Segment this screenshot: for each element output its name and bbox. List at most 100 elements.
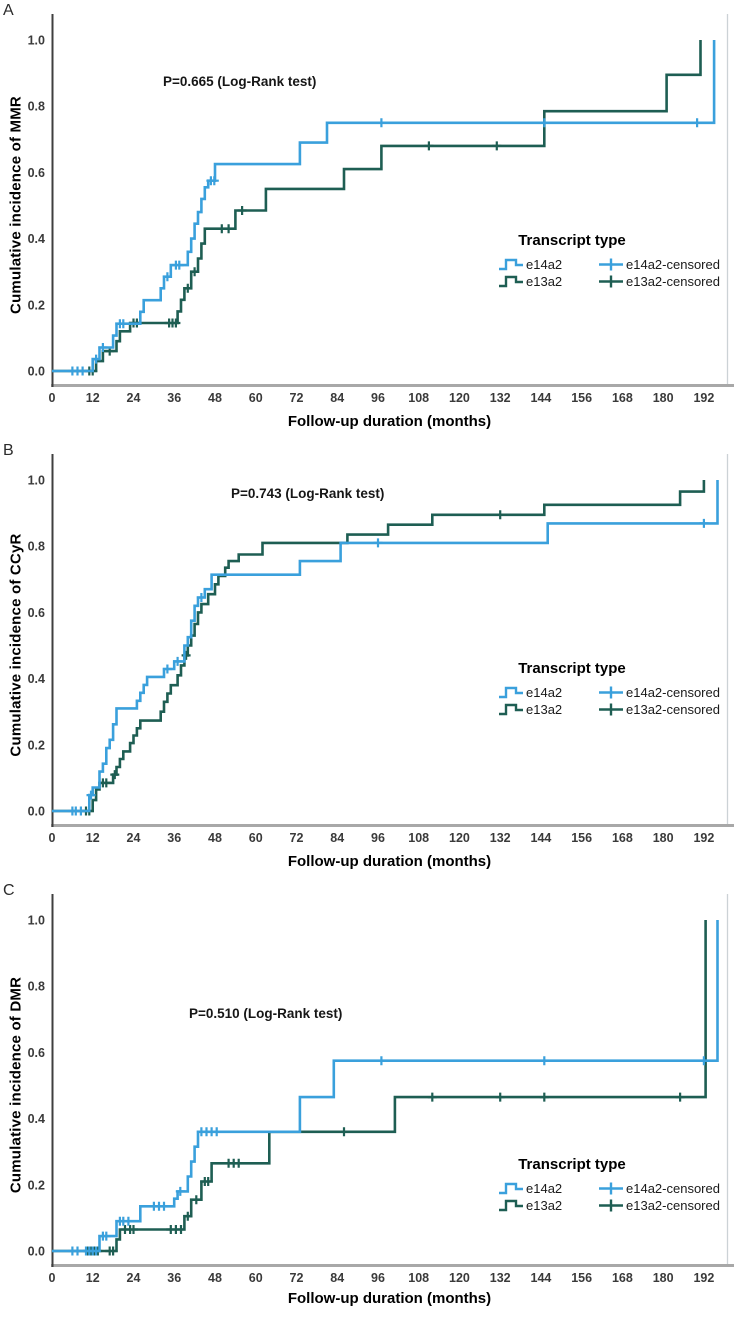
x-tick-label: 72	[290, 831, 304, 845]
x-tick-label: 144	[531, 831, 552, 845]
y-tick-label: 0.6	[28, 166, 45, 180]
legend-item-e13a2-censored: e13a2-censored	[598, 1198, 735, 1213]
x-tick-label: 60	[249, 391, 263, 405]
pvalue-annotation: P=0.743 (Log-Rank test)	[231, 486, 385, 501]
censor-plus-icon	[599, 1182, 623, 1195]
x-tick-label: 120	[449, 831, 470, 845]
x-tick-label: 84	[330, 391, 344, 405]
legend: Transcript type e14a2 e14a2-censored e13…	[486, 660, 734, 717]
x-tick-label: 192	[693, 1271, 714, 1285]
x-tick-label: 0	[49, 831, 56, 845]
x-tick-label: 108	[408, 1271, 429, 1285]
x-tick-label: 192	[693, 391, 714, 405]
x-tick-label: 48	[208, 1271, 222, 1285]
pvalue-annotation: P=0.665 (Log-Rank test)	[163, 74, 317, 89]
x-tick-label: 180	[653, 391, 674, 405]
legend-label: e13a2	[526, 1198, 563, 1213]
y-tick-label: 0.8	[28, 980, 45, 994]
x-tick-label: 0	[49, 1271, 56, 1285]
pvalue-annotation: P=0.510 (Log-Rank test)	[189, 1006, 343, 1021]
x-tick-label: 84	[330, 1271, 344, 1285]
censor-plus-icon	[599, 686, 623, 699]
legend-item-e13a2: e13a2	[498, 702, 598, 717]
x-tick-label: 132	[490, 391, 511, 405]
legend-item-e14a2-censored: e14a2-censored	[598, 685, 735, 700]
censor-plus-icon	[599, 275, 623, 288]
x-tick-label: 12	[86, 831, 100, 845]
panel-letter: C	[3, 882, 15, 899]
x-tick-label: 168	[612, 831, 633, 845]
y-axis-title: Cumulative incidence of DMR	[7, 976, 25, 1194]
x-tick-label: 144	[531, 1271, 552, 1285]
e14a2-censor-marks	[67, 518, 709, 816]
legend-label: e14a2	[526, 1181, 563, 1196]
x-tick-label: 36	[167, 831, 181, 845]
x-tick-label: 192	[693, 831, 714, 845]
x-tick-label: 132	[490, 1271, 511, 1285]
y-tick-label: 0.8	[28, 540, 45, 554]
x-axis-title: Follow-up duration (months)	[287, 413, 492, 430]
legend-label: e14a2-censored	[626, 257, 720, 272]
y-tick-label: 0.6	[28, 1046, 45, 1060]
y-tick-label: 0.8	[28, 100, 45, 114]
x-tick-label: 96	[371, 831, 385, 845]
x-tick-label: 120	[449, 391, 470, 405]
legend-item-e13a2: e13a2	[498, 1198, 598, 1213]
y-tick-label: 0.2	[28, 1178, 45, 1192]
panel-letter: A	[3, 2, 14, 19]
legend-label: e14a2	[526, 257, 563, 272]
survival-plot-dmr: 0.0 0.2 0.4 0.6 0.8 1.0 0 12 24 36 48 60 72 84 96 108 12…	[28, 894, 734, 1285]
y-tick-label: 0.4	[28, 672, 45, 686]
x-tick-label: 156	[571, 831, 592, 845]
e13a2-censor-marks	[84, 141, 502, 376]
y-tick-label: 0.4	[28, 1112, 45, 1126]
x-tick-label: 120	[449, 1271, 470, 1285]
legend-label: e13a2-censored	[626, 702, 720, 717]
x-tick-label: 168	[612, 1271, 633, 1285]
legend-label: e14a2	[526, 685, 563, 700]
y-axis-title: Cumulative incidence of MMR	[7, 96, 25, 314]
x-axis-title: Follow-up duration (months)	[287, 853, 492, 870]
step-line-icon	[499, 275, 523, 288]
e14a2-curve	[52, 40, 716, 373]
legend: Transcript type e14a2 e14a2-censored e13…	[486, 232, 734, 289]
x-axis-title: Follow-up duration (months)	[287, 1290, 492, 1307]
legend-item-e14a2: e14a2	[498, 257, 598, 272]
y-tick-label: 1.0	[28, 474, 45, 488]
x-tick-label: 12	[86, 1271, 100, 1285]
e13a2-curve	[52, 920, 707, 1253]
x-tick-label: 132	[490, 831, 511, 845]
legend-title: Transcript type	[518, 660, 626, 677]
x-tick-label: 36	[167, 1271, 181, 1285]
legend-item-e14a2: e14a2	[498, 685, 598, 700]
x-tick-label: 72	[290, 1271, 304, 1285]
x-tick-label: 72	[290, 391, 304, 405]
legend-label: e13a2	[526, 702, 563, 717]
e13a2-curve	[52, 480, 706, 813]
legend-title: Transcript type	[518, 232, 626, 249]
legend-item-e13a2-censored: e13a2-censored	[598, 274, 735, 289]
e13a2-curve	[52, 40, 702, 373]
panel-a: 0.0 0.2 0.4 0.6 0.8 1.0 0 12 24 36 48 60 72 84 96 108 12…	[0, 0, 735, 440]
e13a2-censor-marks	[81, 510, 505, 816]
y-tick-label: 0.0	[28, 805, 45, 819]
x-tick-label: 96	[371, 1271, 385, 1285]
legend-item-e14a2: e14a2	[498, 1181, 598, 1196]
legend-label: e13a2-censored	[626, 1198, 720, 1213]
e14a2-censor-marks	[67, 1056, 709, 1256]
x-tick-label: 156	[571, 1271, 592, 1285]
x-tick-label: 12	[86, 391, 100, 405]
legend-label: e14a2-censored	[626, 1181, 720, 1196]
step-line-icon	[499, 686, 523, 699]
y-tick-label: 0.2	[28, 298, 45, 312]
legend-label: e13a2	[526, 274, 563, 289]
y-tick-label: 0.0	[28, 365, 45, 379]
x-tick-label: 0	[49, 391, 56, 405]
y-tick-label: 1.0	[28, 34, 45, 48]
x-tick-label: 36	[167, 391, 181, 405]
y-axis-title: Cumulative incidence of CCyR	[7, 533, 25, 757]
e14a2-curve	[52, 480, 719, 813]
legend-item-e14a2-censored: e14a2-censored	[598, 257, 735, 272]
x-tick-label: 108	[408, 831, 429, 845]
legend-item-e13a2-censored: e13a2-censored	[598, 702, 735, 717]
